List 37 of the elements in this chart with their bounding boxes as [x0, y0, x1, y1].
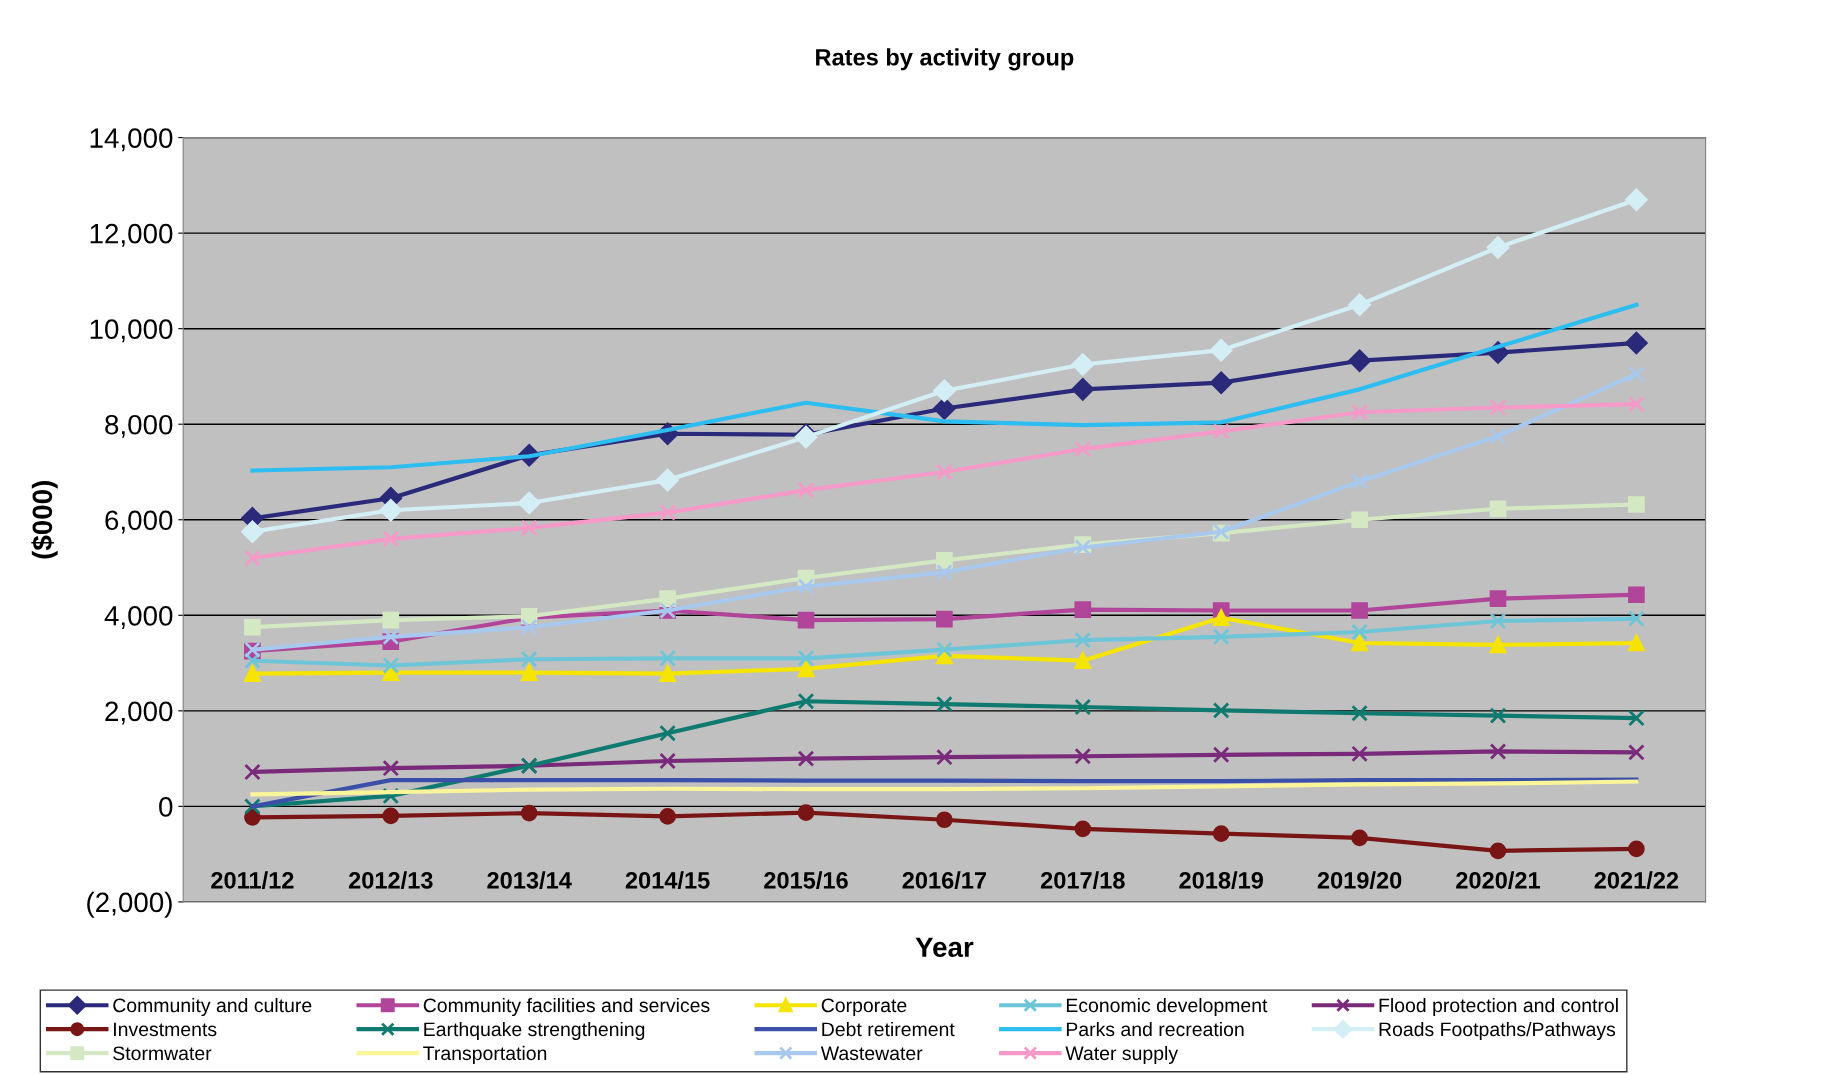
y-axis-title: ($000) [31, 480, 58, 559]
x-tick-label: 2012/13 [348, 871, 433, 889]
legend-label: Economic development [1066, 997, 1268, 1017]
x-tick-label: 2017/18 [1040, 871, 1125, 889]
legend-label: Flood protection and control [1379, 997, 1618, 1017]
x-tick-label: 2014/15 [625, 871, 710, 889]
y-tick-label: (2,000) [87, 891, 172, 918]
x-tick-label: 2016/17 [902, 871, 987, 889]
x-tick-label: 2020/21 [1456, 871, 1541, 889]
legend-label: Earthquake strengthening [424, 1021, 645, 1041]
y-tick-label: 4,000 [104, 605, 173, 629]
legend-label: Parks and recreation [1066, 1021, 1244, 1037]
x-axis-title: Year [915, 937, 974, 958]
y-tick-label: 2,000 [105, 701, 173, 725]
y-tick-label: 14,000 [90, 128, 173, 152]
legend-label: Transportation [423, 1045, 547, 1064]
legend-label: Community facilities and services [423, 997, 710, 1017]
y-tick-label: 10,000 [90, 319, 173, 343]
x-tick-label: 2015/16 [764, 871, 848, 889]
x-tick-label: 2018/19 [1179, 871, 1263, 889]
y-tick-label: 12,000 [90, 223, 173, 247]
x-tick-label: 2021/22 [1594, 871, 1679, 889]
legend-label: Investments [114, 1022, 217, 1037]
y-tick-label: 8,000 [105, 414, 173, 438]
x-tick-label: 2011/12 [211, 871, 294, 889]
x-tick-label: 2019/20 [1317, 871, 1402, 889]
legend-label: Debt retirement [822, 1021, 955, 1037]
legend-label: Community and culture [113, 997, 312, 1017]
chart-title: Rates by activity group [816, 48, 1074, 71]
legend-label: Wastewater [820, 1046, 923, 1061]
legend-label: Stormwater [113, 1046, 212, 1061]
y-tick-label: 0 [159, 797, 173, 817]
y-tick-label: 6,000 [105, 510, 173, 534]
legend-label: Roads Footpaths/Pathways [1379, 1021, 1616, 1041]
x-tick-label: 2013/14 [487, 871, 572, 889]
legend-label: Water supply [1065, 1045, 1179, 1064]
legend-label: Corporate [821, 998, 907, 1017]
